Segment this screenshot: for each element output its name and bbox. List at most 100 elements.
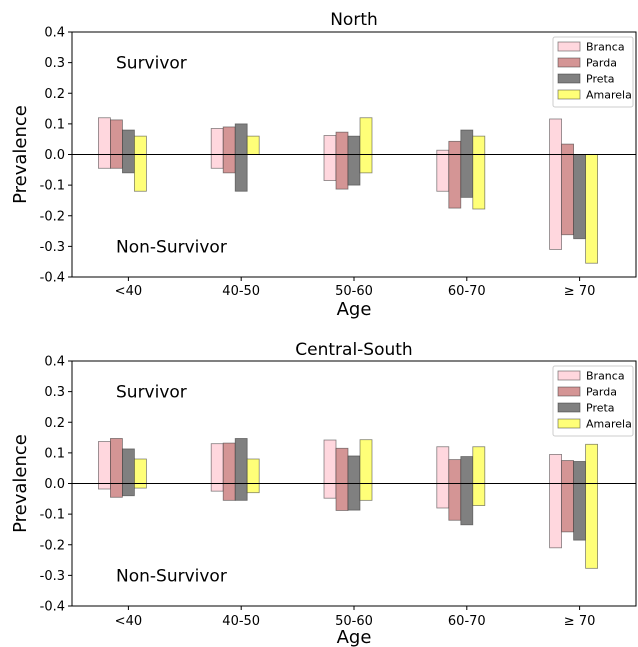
- legend-swatch-amarela: [557, 418, 581, 429]
- legend-label-preta: Preta: [586, 402, 615, 415]
- bar-preta-4: [573, 154, 586, 240]
- legend-label-branca: Branca: [586, 41, 625, 54]
- y-tick-label: 0.0: [44, 148, 65, 163]
- y-tick-label: -0.4: [40, 600, 65, 615]
- y-tick-label: -0.1: [40, 179, 65, 194]
- x-tick-label: ≥ 70: [564, 284, 596, 299]
- legend-box: [552, 365, 634, 437]
- legend-label-parda: Parda: [586, 57, 617, 70]
- legend-swatch-preta: [557, 402, 581, 413]
- y-tick-label: -0.2: [40, 538, 65, 553]
- y-tick-label: -0.4: [40, 271, 65, 286]
- bar-preta-0: [122, 129, 135, 174]
- bar-preta-1: [234, 438, 248, 501]
- x-tick-label: ≥ 70: [564, 614, 596, 629]
- bar-branca-4: [549, 454, 562, 549]
- bar-amarela-0: [133, 135, 147, 192]
- x-tick-label: 50-60: [335, 614, 373, 629]
- y-tick-label: 0.0: [44, 477, 65, 492]
- annotation-non-survivor: Non-Survivor: [116, 237, 227, 257]
- y-axis-label: Prevalence: [10, 434, 31, 533]
- y-tick-label: 0.4: [44, 26, 65, 41]
- legend: Branca Parda Preta Amarela: [552, 36, 634, 108]
- x-tick-label: 40-50: [222, 284, 260, 299]
- bar-branca-3: [436, 446, 450, 509]
- bar-amarela-4: [585, 154, 598, 264]
- bar-amarela-3: [472, 446, 486, 506]
- chart-title: North: [330, 10, 378, 30]
- legend-swatch-parda: [557, 386, 581, 397]
- bar-branca-4: [549, 118, 562, 250]
- bar-parda-0: [110, 438, 123, 498]
- bar-parda-1: [222, 126, 236, 174]
- legend-label-branca: Branca: [586, 370, 625, 383]
- x-tick-label: 60-70: [448, 284, 486, 299]
- bar-branca-1: [210, 443, 224, 492]
- y-tick-label: 0.4: [44, 355, 65, 370]
- y-tick-label: 0.3: [44, 385, 65, 400]
- bar-amarela-1: [246, 135, 260, 155]
- y-axis-label: Prevalence: [10, 105, 31, 204]
- bar-amarela-0: [133, 458, 147, 489]
- x-axis-label: Age: [337, 627, 372, 647]
- legend-swatch-branca: [557, 41, 581, 52]
- bar-parda-3: [448, 459, 462, 521]
- annotation-non-survivor: Non-Survivor: [116, 566, 227, 586]
- bar-parda-4: [561, 143, 574, 236]
- bar-preta-3: [460, 129, 474, 198]
- bar-branca-1: [210, 128, 224, 169]
- bar-branca-2: [323, 439, 337, 499]
- y-tick-label: 0.3: [44, 56, 65, 71]
- bar-preta-2: [347, 135, 361, 186]
- legend-swatch-parda: [557, 57, 581, 68]
- y-tick-label: -0.2: [40, 209, 65, 224]
- bar-amarela-2: [359, 117, 373, 174]
- legend-label-preta: Preta: [586, 73, 615, 86]
- legend-label-amarela: Amarela: [586, 418, 632, 431]
- bar-amarela-4: [585, 443, 598, 569]
- bar-parda-1: [222, 442, 236, 501]
- legend-swatch-amarela: [557, 89, 581, 100]
- legend: Branca Parda Preta Amarela: [552, 365, 634, 437]
- bar-preta-1: [234, 123, 248, 192]
- legend-box: [552, 36, 634, 108]
- bar-preta-4: [573, 461, 586, 541]
- legend-swatch-preta: [557, 73, 581, 84]
- bar-branca-0: [98, 117, 111, 169]
- bar-parda-2: [335, 447, 349, 511]
- legend-label-parda: Parda: [586, 386, 617, 399]
- bar-amarela-3: [472, 135, 486, 210]
- y-tick-label: -0.3: [40, 240, 65, 255]
- x-tick-label: <40: [115, 614, 142, 629]
- legend-label-amarela: Amarela: [586, 89, 632, 102]
- y-tick-label: -0.3: [40, 569, 65, 584]
- bar-parda-4: [561, 460, 574, 533]
- bar-parda-0: [110, 119, 123, 169]
- x-tick-label: 50-60: [335, 284, 373, 299]
- bar-preta-3: [460, 456, 474, 526]
- bar-parda-3: [448, 140, 462, 209]
- y-tick-label: 0.2: [44, 87, 65, 102]
- chart-title: Central-South: [295, 340, 412, 360]
- bar-branca-3: [436, 149, 450, 192]
- bar-branca-2: [323, 135, 337, 181]
- x-tick-label: 60-70: [448, 614, 486, 629]
- y-tick-label: 0.1: [44, 117, 65, 132]
- bar-branca-0: [98, 441, 111, 490]
- chart-panel-0: North -0.4 -0.3 -0.2 -0.1 0.0 0.1 0.2 0.3 0.4 <40 4…: [10, 10, 637, 320]
- x-tick-label: 40-50: [222, 614, 260, 629]
- x-axis-label: Age: [337, 299, 372, 320]
- annotation-survivor: Survivor: [116, 383, 187, 403]
- y-tick-label: 0.2: [44, 416, 65, 431]
- legend-swatch-branca: [557, 370, 581, 381]
- y-tick-label: -0.1: [40, 508, 65, 523]
- y-tick-label: 0.1: [44, 446, 65, 461]
- bar-amarela-2: [359, 439, 373, 501]
- chart-panel-1: Central-South -0.4 -0.3 -0.2 -0.1 0.0 0.1 0.2 0.…: [10, 340, 637, 647]
- annotation-survivor: Survivor: [116, 54, 187, 74]
- x-tick-label: <40: [115, 284, 142, 299]
- bar-amarela-1: [246, 458, 260, 494]
- bar-preta-0: [122, 448, 135, 497]
- bar-parda-2: [335, 131, 349, 190]
